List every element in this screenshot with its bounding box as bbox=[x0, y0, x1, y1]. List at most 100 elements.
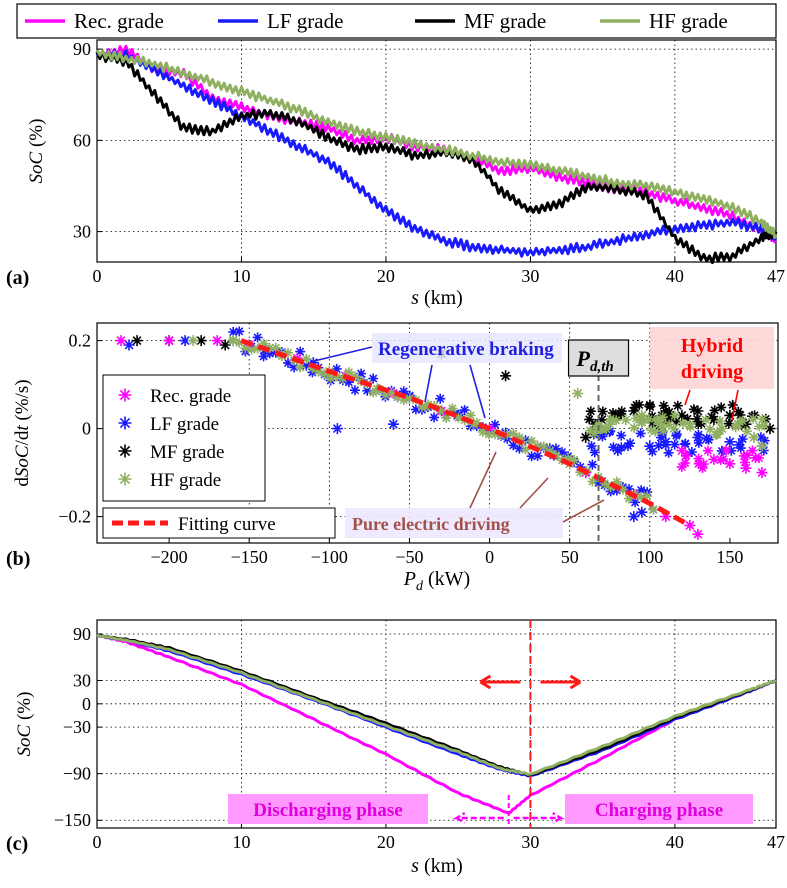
series-line-lf-grade bbox=[95, 49, 778, 258]
scatter-point-lf-grade bbox=[234, 326, 245, 337]
y-axis-label-unit: (%) bbox=[26, 119, 47, 152]
annotation-arrow bbox=[731, 389, 739, 421]
y-axis-label-part: t bbox=[12, 425, 33, 431]
scatter-point-hf-grade bbox=[741, 426, 752, 437]
scatter-point-rec-grade bbox=[740, 457, 750, 468]
scatter-point-lf-grade bbox=[623, 441, 633, 451]
scatter-point-hf-grade bbox=[301, 353, 312, 364]
x-axis-label: s (km) bbox=[411, 855, 463, 877]
x-tick-label: 20 bbox=[377, 266, 395, 286]
scatter-point-hf-grade bbox=[520, 444, 531, 455]
scatter-point-rec-grade bbox=[754, 453, 764, 464]
scatter-point-lf-grade bbox=[508, 440, 519, 451]
legend-label-rec-grade: Rec. grade bbox=[150, 386, 231, 407]
scatter-point-lf-grade bbox=[758, 445, 769, 456]
x-axis-label-sub: d bbox=[416, 579, 424, 594]
right-arrow bbox=[540, 674, 582, 690]
scatter-point-mf-grade bbox=[676, 409, 688, 421]
scatter-point-mf-grade bbox=[749, 410, 760, 421]
scatter-point-lf-grade bbox=[628, 511, 640, 523]
scatter-point-mf-grade bbox=[664, 407, 675, 417]
scatter-point-mf-grade bbox=[735, 410, 746, 420]
scatter-point-lf-grade bbox=[289, 362, 300, 373]
threshold-label-box bbox=[567, 339, 630, 377]
legend-swatch-hf-grade bbox=[118, 472, 132, 486]
scatter-point-hf-grade bbox=[350, 371, 360, 382]
scatter-point-rec-grade bbox=[163, 335, 175, 347]
scatter-point-hf-grade bbox=[646, 425, 657, 436]
scatter-point-rec-grade bbox=[702, 445, 713, 456]
scatter-point-hf-grade bbox=[642, 491, 653, 501]
legend-box-fit bbox=[102, 507, 336, 539]
fitting-curve bbox=[240, 338, 692, 528]
legend-box bbox=[102, 374, 266, 502]
scatter-point-hf-grade bbox=[319, 368, 330, 379]
legend-label-rec-grade: Rec. grade bbox=[74, 9, 164, 33]
scatter-point-hf-grade bbox=[502, 429, 513, 440]
scatter-point-rec-grade bbox=[718, 454, 729, 464]
x-tick-label: 100 bbox=[636, 547, 663, 567]
y-axis-label-part: d bbox=[12, 477, 33, 487]
y-axis-label-part: SoC bbox=[12, 445, 33, 477]
legend: Rec. grade LF grade MF grade HF grade Fittin… bbox=[102, 374, 336, 539]
legend-label-lf-grade: LF grade bbox=[267, 9, 343, 33]
scatter-point-mf-grade bbox=[709, 405, 720, 416]
scatter-point-hf-grade bbox=[187, 335, 199, 347]
scatter-point-hf-grade bbox=[754, 421, 765, 432]
scatter-point-lf-grade bbox=[459, 405, 470, 416]
scatter-point-hf-grade bbox=[441, 413, 452, 423]
scatter-point-rec-grade bbox=[115, 335, 127, 347]
y-axis-label-part: /d bbox=[12, 430, 33, 445]
scatter-point-lf-grade bbox=[356, 368, 367, 379]
y-tick-label: 90 bbox=[73, 624, 91, 644]
scatter-point-hf-grade bbox=[668, 423, 680, 435]
annotation-hybrid-driving: Hybrid driving bbox=[650, 327, 774, 421]
y-tick-label: −150 bbox=[54, 810, 91, 830]
scatter-point-hf-grade bbox=[575, 467, 586, 478]
scatter-point-hf-grade bbox=[572, 387, 584, 399]
y-axis-label: SoC (%) bbox=[14, 692, 35, 757]
scatter-point-hf-grade bbox=[756, 440, 768, 452]
y-tick-label: 0 bbox=[82, 419, 91, 439]
scatter-point-hf-grade bbox=[563, 453, 574, 464]
scatter-point-hf-grade bbox=[605, 482, 616, 493]
annotation-charging-phase: Charging phase bbox=[595, 800, 723, 821]
scatter-point-hf-grade bbox=[490, 429, 500, 440]
scatter-point-rec-grade bbox=[721, 445, 732, 456]
scatter-point-hf-grade bbox=[601, 424, 612, 435]
scatter-point-lf-grade bbox=[656, 432, 666, 443]
scatter-point-hf-grade bbox=[657, 412, 668, 423]
scatter-point-hf-grade bbox=[471, 417, 482, 428]
scatter-point-hf-grade bbox=[386, 387, 397, 398]
scatter-point-lf-grade bbox=[331, 363, 342, 374]
annotation-arrow bbox=[424, 364, 433, 403]
scatter-point-hf-grade bbox=[337, 373, 348, 384]
panel-b: −200 −150 −100 −50 0 50 100 150 −0.2 0 0.2 (b) Pd,th… bbox=[6, 322, 779, 594]
scatter-point-rec-grade bbox=[708, 453, 720, 465]
scatter-point-mf-grade bbox=[131, 335, 143, 347]
scatter-point-hf-grade bbox=[526, 436, 537, 447]
scatter-point-mf-grade bbox=[671, 416, 682, 427]
scatter-point-hf-grade bbox=[629, 422, 640, 433]
x-tick-label: 40 bbox=[666, 266, 684, 286]
scatter-point-lf-grade bbox=[586, 441, 597, 452]
y-tick-label: 0 bbox=[82, 694, 91, 714]
scatter-point-rec-grade bbox=[660, 511, 672, 523]
scatter-point-mf-grade bbox=[736, 420, 747, 431]
scatter-point-rec-grade bbox=[693, 453, 704, 464]
y-tick-label: 30 bbox=[73, 222, 91, 242]
scatter-point-lf-grade bbox=[514, 443, 525, 454]
scatter-point-lf-grade bbox=[593, 478, 604, 488]
scatter-point-lf-grade bbox=[490, 419, 500, 430]
scatter-point-lf-grade bbox=[671, 429, 682, 439]
x-tick-label: 150 bbox=[716, 547, 743, 567]
y-axis-label-part: (%/s) bbox=[12, 379, 33, 425]
scatter-point-hf-grade bbox=[477, 427, 488, 437]
scatter-point-mf-grade bbox=[500, 370, 512, 382]
scatter-point-lf-grade bbox=[301, 360, 312, 371]
scatter-point-hf-grade bbox=[651, 415, 662, 426]
scatter-point-mf-grade bbox=[219, 339, 231, 351]
scatter-point-lf-grade bbox=[737, 434, 748, 444]
scatter-point-mf-grade bbox=[629, 402, 640, 413]
scatter-point-hf-grade bbox=[240, 343, 251, 354]
